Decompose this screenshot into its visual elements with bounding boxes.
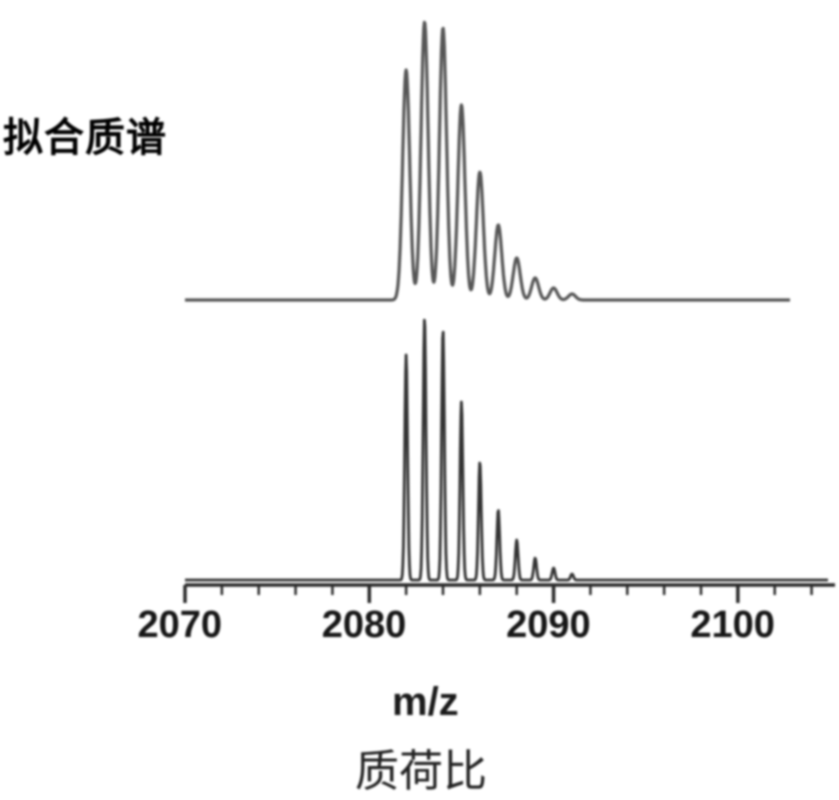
x-tick-2080: 2080 [322, 604, 407, 647]
x-axis-label-en: m/z [392, 680, 459, 725]
x-tick-2090: 2090 [506, 604, 591, 647]
fitted-spectrum-label: 拟合质谱 [3, 105, 167, 163]
x-axis-label-cn: 质荷比 [355, 735, 487, 799]
x-tick-2100: 2100 [690, 604, 775, 647]
x-tick-2070: 2070 [138, 604, 223, 647]
mass-spectrum-figure: 拟合质谱 m/z 质荷比 2070 2080 2090 2100 [0, 0, 839, 800]
